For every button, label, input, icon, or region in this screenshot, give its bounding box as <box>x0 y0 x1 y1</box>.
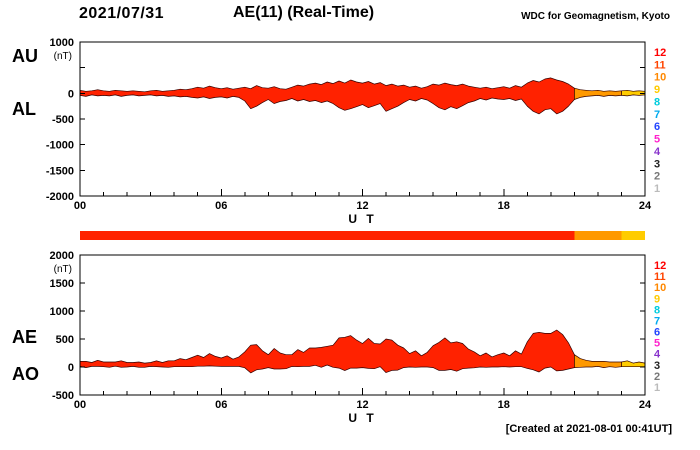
x-tick-label: 18 <box>498 399 510 411</box>
station-count-6: 6 <box>654 327 660 339</box>
station-count-7: 7 <box>654 315 660 327</box>
station-count-3: 3 <box>654 360 660 372</box>
page-title: AE(11) (Real-Time) <box>233 4 375 21</box>
date-label: 2021/07/31 <box>79 5 165 22</box>
x-tick-label: 18 <box>498 200 510 212</box>
station-count-9: 9 <box>654 293 660 305</box>
station-count-6: 6 <box>654 121 660 133</box>
x-tick-label: 00 <box>74 399 86 411</box>
x-axis-label: U T <box>348 212 376 226</box>
y-tick-label: -1000 <box>46 140 74 152</box>
y-tick-label: -2000 <box>46 191 74 203</box>
station-count-1: 1 <box>654 382 660 394</box>
station-count-8: 8 <box>654 304 660 316</box>
trace-fill <box>79 77 575 115</box>
station-count-4: 4 <box>654 146 661 158</box>
x-tick-label: 12 <box>356 399 368 411</box>
y-tick-label: 1500 <box>50 278 74 290</box>
y-tick-label: 0 <box>68 362 74 374</box>
station-count-2: 2 <box>654 371 660 383</box>
station-count-8: 8 <box>654 96 660 108</box>
y-tick-label: 0 <box>68 88 74 100</box>
x-tick-label: 12 <box>356 200 368 212</box>
station-availability-bar-segment <box>574 231 622 240</box>
x-tick-label: 06 <box>215 399 227 411</box>
label-au: AU <box>12 46 38 66</box>
station-count-7: 7 <box>654 109 660 121</box>
x-tick-label: 24 <box>639 399 652 411</box>
station-count-11: 11 <box>654 59 666 71</box>
y-tick-label: 1000 <box>50 306 74 318</box>
trace-fill <box>574 87 622 100</box>
created-at-label: [Created at 2021-08-01 00:41UT] <box>505 423 672 435</box>
x-tick-label: 00 <box>74 200 86 212</box>
credit-label: WDC for Geomagnetism, Kyoto <box>521 11 670 22</box>
station-count-9: 9 <box>654 84 660 96</box>
x-axis-label: U T <box>348 411 376 425</box>
y-axis-unit: (nT) <box>54 264 72 275</box>
station-count-11: 11 <box>654 271 666 283</box>
station-count-1: 1 <box>654 183 660 195</box>
y-tick-label: 1000 <box>50 37 74 49</box>
station-count-12: 12 <box>654 260 666 272</box>
station-count-10: 10 <box>654 72 666 84</box>
station-count-5: 5 <box>654 134 660 146</box>
trace-fill <box>621 360 646 368</box>
y-tick-label: 2000 <box>50 250 74 262</box>
axis-box <box>79 41 646 197</box>
axis-box <box>79 254 646 396</box>
y-tick-label: 500 <box>56 334 74 346</box>
y-tick-label: -1500 <box>46 165 74 177</box>
label-ae: AE <box>12 327 38 347</box>
label-al: AL <box>12 99 36 119</box>
station-count-4: 4 <box>654 349 661 361</box>
trace-fill <box>574 354 622 368</box>
y-tick-label: -500 <box>52 390 74 402</box>
station-availability-bar-segment <box>621 231 645 240</box>
y-axis-unit: (nT) <box>54 51 72 62</box>
station-count-2: 2 <box>654 171 660 183</box>
station-availability-bar-segment <box>80 231 575 240</box>
station-count-5: 5 <box>654 338 660 350</box>
station-count-10: 10 <box>654 282 666 294</box>
label-ao: AO <box>12 364 39 384</box>
trace-fill <box>79 329 575 374</box>
station-count-3: 3 <box>654 158 660 170</box>
x-tick-label: 24 <box>639 200 652 212</box>
station-count-12: 12 <box>654 47 666 59</box>
x-tick-label: 06 <box>215 200 227 212</box>
y-tick-label: -500 <box>52 114 74 126</box>
